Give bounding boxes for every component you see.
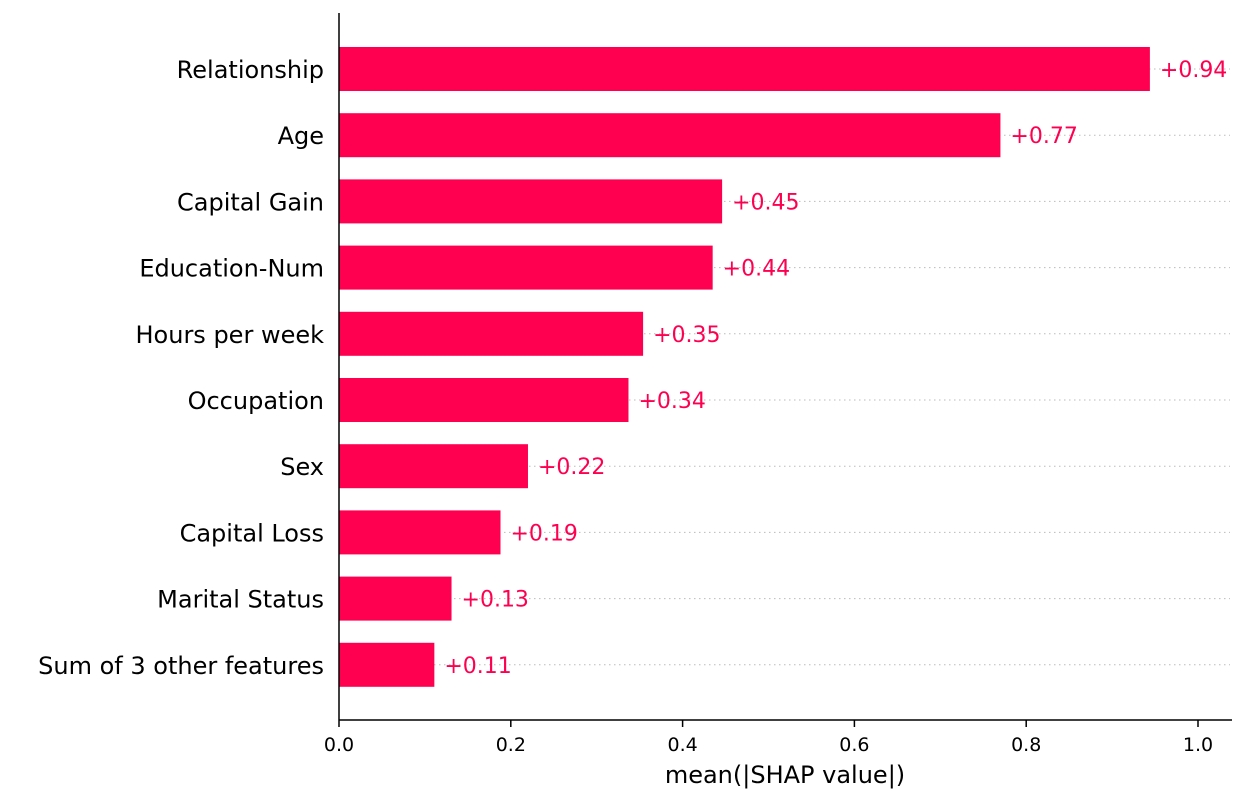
value-label: +0.77 <box>1010 124 1077 149</box>
bar <box>339 510 501 555</box>
category-label: Capital Gain <box>177 188 324 216</box>
category-label: Hours per week <box>136 321 325 349</box>
x-tick-label: 0.6 <box>839 734 869 756</box>
bars <box>339 47 1150 687</box>
value-label: +0.19 <box>510 521 577 546</box>
bar <box>339 47 1150 91</box>
x-tick-label: 1.0 <box>1183 734 1213 756</box>
category-label: Education-Num <box>139 255 324 283</box>
x-tick-label: 0.2 <box>496 734 526 756</box>
value-label: +0.94 <box>1160 58 1227 83</box>
x-axis-title: mean(|SHAP value|) <box>665 761 905 789</box>
bar <box>339 378 629 422</box>
bar <box>339 576 452 621</box>
category-labels: Relationship Age Capital Gain Education-Num… <box>38 56 324 680</box>
bar <box>339 642 435 687</box>
value-label: +0.35 <box>653 323 720 348</box>
value-label: +0.34 <box>638 389 705 414</box>
value-label: +0.44 <box>723 257 790 282</box>
value-label: +0.22 <box>538 455 605 480</box>
bar <box>339 444 528 489</box>
bar <box>339 245 713 290</box>
value-label: +0.45 <box>732 190 799 215</box>
x-tick-label: 0.8 <box>1011 734 1041 756</box>
category-label: Capital Loss <box>180 519 324 547</box>
value-label: +0.13 <box>462 588 529 613</box>
category-label: Relationship <box>177 56 324 84</box>
bar <box>339 311 644 356</box>
category-label: Marital Status <box>157 586 324 614</box>
gridlines <box>339 68 1230 666</box>
category-label: Sex <box>280 453 324 481</box>
category-label: Sum of 3 other features <box>38 652 324 680</box>
x-tick-label: 0.4 <box>667 734 697 756</box>
category-label: Age <box>278 122 324 150</box>
bar <box>339 113 1001 158</box>
x-axis-ticks: 0.0 0.2 0.4 0.6 0.8 1.0 <box>324 720 1213 756</box>
value-labels: +0.94 +0.77 +0.45 +0.44 +0.35 +0.34 +0.22 +0.19… <box>444 58 1227 679</box>
x-tick-label: 0.0 <box>324 734 354 756</box>
bar <box>339 179 723 224</box>
value-label: +0.11 <box>444 654 511 679</box>
category-label: Occupation <box>188 387 324 415</box>
